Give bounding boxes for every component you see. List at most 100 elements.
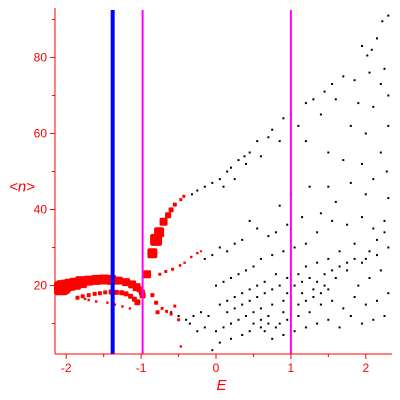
data-point-red [165,212,172,219]
data-point-black [319,292,322,295]
data-point-black [218,341,221,344]
data-point-red [143,270,152,279]
data-point-red [164,270,168,273]
data-point-black [304,299,307,302]
data-point-black [245,315,247,317]
data-point-black [387,197,390,200]
data-point-black [338,250,341,253]
data-point-black [293,284,296,287]
data-point-black [319,303,322,306]
data-point-red [172,202,177,207]
data-point-black [338,326,341,329]
data-point-black [252,322,255,325]
data-point-red [83,297,87,301]
data-point-red [103,290,108,295]
data-point-black [376,238,378,241]
data-point-black [274,231,277,234]
data-point-black [278,322,281,325]
data-point-black [207,315,210,317]
data-point-red [178,264,182,267]
data-point-black [342,307,345,310]
data-point-black [282,250,285,253]
data-point-black [267,235,270,238]
y-ticks: 20 40 60 80 [34,18,55,325]
data-point-black [376,299,378,302]
data-point-black [191,193,193,196]
data-point-black [196,330,199,333]
data-point-black [286,223,289,226]
data-point-red [113,289,119,295]
data-point-black [211,181,214,184]
data-point-black [211,349,214,352]
data-point-black [241,303,244,306]
data-point-red [154,227,165,238]
y-tick-label: 40 [34,203,48,217]
x-tick-label: 1 [288,361,295,375]
data-point-black [256,140,259,143]
data-point-red [160,306,164,310]
data-point-black [353,296,356,298]
data-point-black [259,307,262,310]
data-point-black [364,257,367,260]
data-point-black [222,280,225,283]
data-point-black [334,200,337,203]
data-point-black [361,45,363,47]
data-point-black [233,178,236,181]
data-point-red [158,272,162,276]
data-point-black [376,254,378,257]
data-point-black [263,280,266,283]
data-point-black [233,296,236,298]
data-point-red [165,309,169,313]
data-point-black [233,307,236,310]
data-point-black [222,185,225,188]
data-point-red [75,295,80,300]
data-point-black [387,124,390,127]
data-point-black [196,189,199,192]
data-point-black [334,98,337,101]
data-point-black [385,170,388,173]
data-point-black [237,273,240,276]
data-point-red [182,194,186,198]
data-point-black [278,204,281,207]
data-point-black [308,277,311,279]
data-point-black [218,303,221,306]
data-point-black [170,311,173,314]
data-point-black [327,185,330,188]
data-point-red [196,252,199,255]
data-point-black [267,322,270,325]
data-point-black [297,315,300,317]
data-point-black [361,261,363,264]
data-point-red [80,294,85,299]
data-point-black [274,326,277,329]
data-point-black [327,288,330,291]
data-point-black [256,227,259,230]
data-point-black [312,288,315,291]
data-point-black [256,284,259,287]
data-point-black [383,67,386,70]
data-point-black [203,257,206,260]
data-point-black [316,261,319,264]
data-point-black [331,269,334,272]
data-point-black [282,334,285,336]
data-point-black [319,113,322,116]
data-point-red [128,293,134,299]
data-point-black [271,128,274,131]
data-point-red [159,217,168,226]
data-point-black [304,140,307,143]
data-point-black [237,159,240,162]
data-point-black [226,299,229,302]
data-point-black [364,193,367,196]
data-point-black [301,280,304,283]
data-point-black [237,318,240,321]
data-point-black [301,216,304,219]
data-point-black [245,269,247,272]
data-point-black [353,79,356,82]
data-point-black [368,250,371,253]
data-point-black [203,326,206,329]
data-point-red [95,300,98,303]
data-point-black [233,242,236,245]
data-point-black [230,322,232,325]
data-point-black [248,288,251,291]
data-point-black [263,292,266,295]
data-point-black [293,246,296,249]
